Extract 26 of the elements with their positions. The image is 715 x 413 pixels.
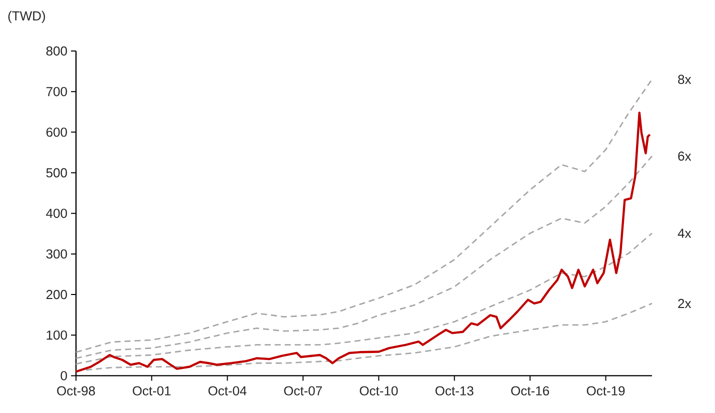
- y-tick-label: 100: [46, 330, 67, 340]
- y-tick-label: 800: [46, 46, 67, 56]
- y-tick-label: 400: [46, 208, 67, 218]
- line-series: [75, 155, 653, 359]
- x-tick-label: Oct-13: [436, 386, 474, 396]
- line-series: [75, 302, 653, 372]
- y-tick-label: 200: [46, 290, 67, 300]
- x-tick-label: Oct-04: [208, 386, 246, 396]
- line-series: [74, 112, 652, 373]
- text: 6x: [678, 152, 692, 161]
- y-tick-label: 700: [46, 86, 67, 96]
- series-label: 4x: [678, 228, 692, 238]
- y-tick-label: 0: [60, 371, 67, 380]
- y-tick-label: 600: [46, 128, 67, 137]
- y-axis-title: (TWD): [8, 10, 45, 24]
- x-tick-label: Oct-98: [57, 386, 95, 396]
- text: 2x: [678, 298, 692, 308]
- x-tick-label: Oct-19: [586, 386, 625, 396]
- x-tick-label: Oct-01: [132, 386, 171, 396]
- y-tick-label: 500: [46, 168, 67, 178]
- x-tick-label: Oct-16: [511, 386, 550, 396]
- x-tick-label: Oct-10: [360, 386, 398, 396]
- text: 8x: [678, 74, 692, 84]
- y-tick-label: 300: [46, 249, 67, 259]
- x-tick-label: Oct-07: [284, 386, 322, 396]
- line-series: [75, 78, 653, 353]
